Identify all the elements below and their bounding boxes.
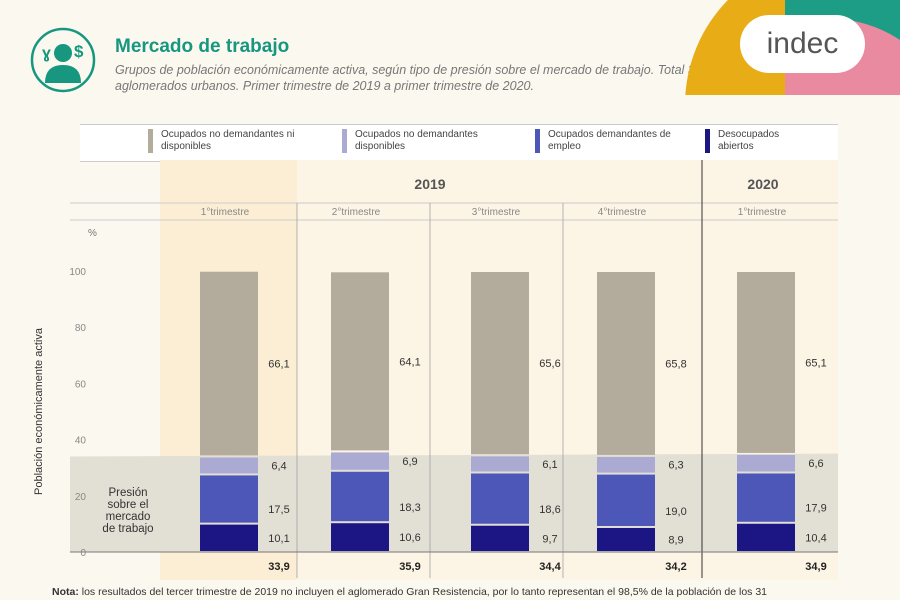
data-label: 18,6 bbox=[539, 504, 560, 516]
pressure-band bbox=[70, 453, 838, 552]
data-label: 66,1 bbox=[268, 359, 289, 371]
bar-segment bbox=[597, 474, 655, 526]
indec-logo: indec bbox=[740, 15, 865, 73]
data-label: 19,0 bbox=[665, 506, 686, 518]
total-label: 34,2 bbox=[665, 561, 686, 573]
total-label: 34,9 bbox=[805, 561, 826, 573]
category-label: 3°trimestre bbox=[472, 207, 521, 218]
legend-no-dem-ni-disp: Ocupados no demandantes ni disponibles bbox=[148, 129, 326, 153]
y-tick-label: 0 bbox=[80, 548, 86, 559]
total-label: 33,9 bbox=[268, 561, 289, 573]
data-label: 65,6 bbox=[539, 358, 560, 370]
svg-text:$: $ bbox=[74, 42, 84, 61]
bar-segment bbox=[200, 475, 258, 523]
subtitle: Grupos de población económicamente activ… bbox=[115, 63, 702, 93]
bar-segment bbox=[331, 452, 389, 470]
legend-no-dem-disp: Ocupados no demandantes disponibles bbox=[342, 129, 515, 153]
data-label: 10,6 bbox=[399, 532, 420, 544]
bar-segment bbox=[597, 456, 655, 473]
total-label: 35,9 bbox=[399, 561, 420, 573]
bar-segment bbox=[737, 272, 795, 453]
bar-segment bbox=[471, 525, 529, 551]
y-tick-label: 80 bbox=[75, 323, 87, 334]
y-tick-label: 40 bbox=[75, 436, 87, 447]
data-label: 65,8 bbox=[665, 358, 686, 370]
data-label: 17,9 bbox=[805, 503, 826, 515]
data-label: 64,1 bbox=[399, 356, 420, 368]
bar-segment bbox=[597, 272, 655, 455]
svg-text:ɣ: ɣ bbox=[42, 45, 51, 62]
note-text: los resultados del tercer trimestre de 2… bbox=[78, 586, 767, 598]
bar-segment bbox=[597, 527, 655, 551]
data-label: 8,9 bbox=[668, 534, 683, 546]
bar-segment bbox=[737, 454, 795, 472]
bar-segment bbox=[471, 456, 529, 472]
bar-segment bbox=[200, 457, 258, 474]
legend-desocupados: Desocupados abiertos bbox=[705, 129, 788, 153]
page-title: Mercado de trabajo bbox=[115, 36, 290, 57]
data-label: 6,1 bbox=[542, 459, 557, 471]
year-label-2020: 2020 bbox=[747, 176, 778, 192]
bar-segment bbox=[200, 524, 258, 551]
data-label: 6,9 bbox=[402, 456, 417, 468]
data-label: 6,4 bbox=[271, 460, 286, 472]
data-label: 6,3 bbox=[668, 460, 683, 472]
bar-segment bbox=[331, 523, 389, 551]
bar-segment bbox=[331, 471, 389, 522]
data-label: 17,5 bbox=[268, 504, 289, 516]
y-unit: % bbox=[88, 228, 97, 239]
data-label: 65,1 bbox=[805, 357, 826, 369]
pressure-label: mercado bbox=[106, 511, 151, 523]
data-label: 10,4 bbox=[805, 532, 826, 544]
bar-segment bbox=[737, 473, 795, 522]
category-label: 1°trimestre bbox=[738, 207, 787, 218]
footnote: Nota: los resultados del tercer trimestr… bbox=[52, 586, 767, 598]
bar-segment bbox=[471, 272, 529, 455]
bar-segment bbox=[471, 473, 529, 524]
y-tick-label: 100 bbox=[69, 267, 86, 278]
data-label: 6,6 bbox=[808, 458, 823, 470]
data-label: 18,3 bbox=[399, 502, 420, 514]
pressure-label: sobre el bbox=[108, 499, 149, 511]
bar-segment bbox=[331, 272, 389, 451]
worker-money-icon: ɣ $ bbox=[30, 27, 96, 93]
year-label-2019: 2019 bbox=[414, 176, 445, 192]
pressure-label: Presión bbox=[109, 487, 148, 499]
category-label: 1°trimestre bbox=[201, 207, 250, 218]
data-label: 9,7 bbox=[542, 533, 557, 545]
legend-dem-empleo: Ocupados demandantes de empleo bbox=[535, 129, 688, 153]
legend: Ocupados no demandantes ni disponibles O… bbox=[80, 124, 838, 162]
pressure-label: de trabajo bbox=[102, 523, 153, 535]
y-tick-label: 20 bbox=[75, 492, 87, 503]
data-label: 10,1 bbox=[268, 533, 289, 545]
category-label: 2°trimestre bbox=[332, 207, 381, 218]
y-axis-label: Población económicamente activa bbox=[33, 327, 45, 495]
bar-segment bbox=[200, 271, 258, 456]
total-label: 34,4 bbox=[539, 561, 561, 573]
bar-segment bbox=[737, 523, 795, 551]
category-label: 4°trimestre bbox=[598, 207, 647, 218]
note-label: Nota: bbox=[52, 586, 79, 598]
y-tick-label: 60 bbox=[75, 379, 87, 390]
